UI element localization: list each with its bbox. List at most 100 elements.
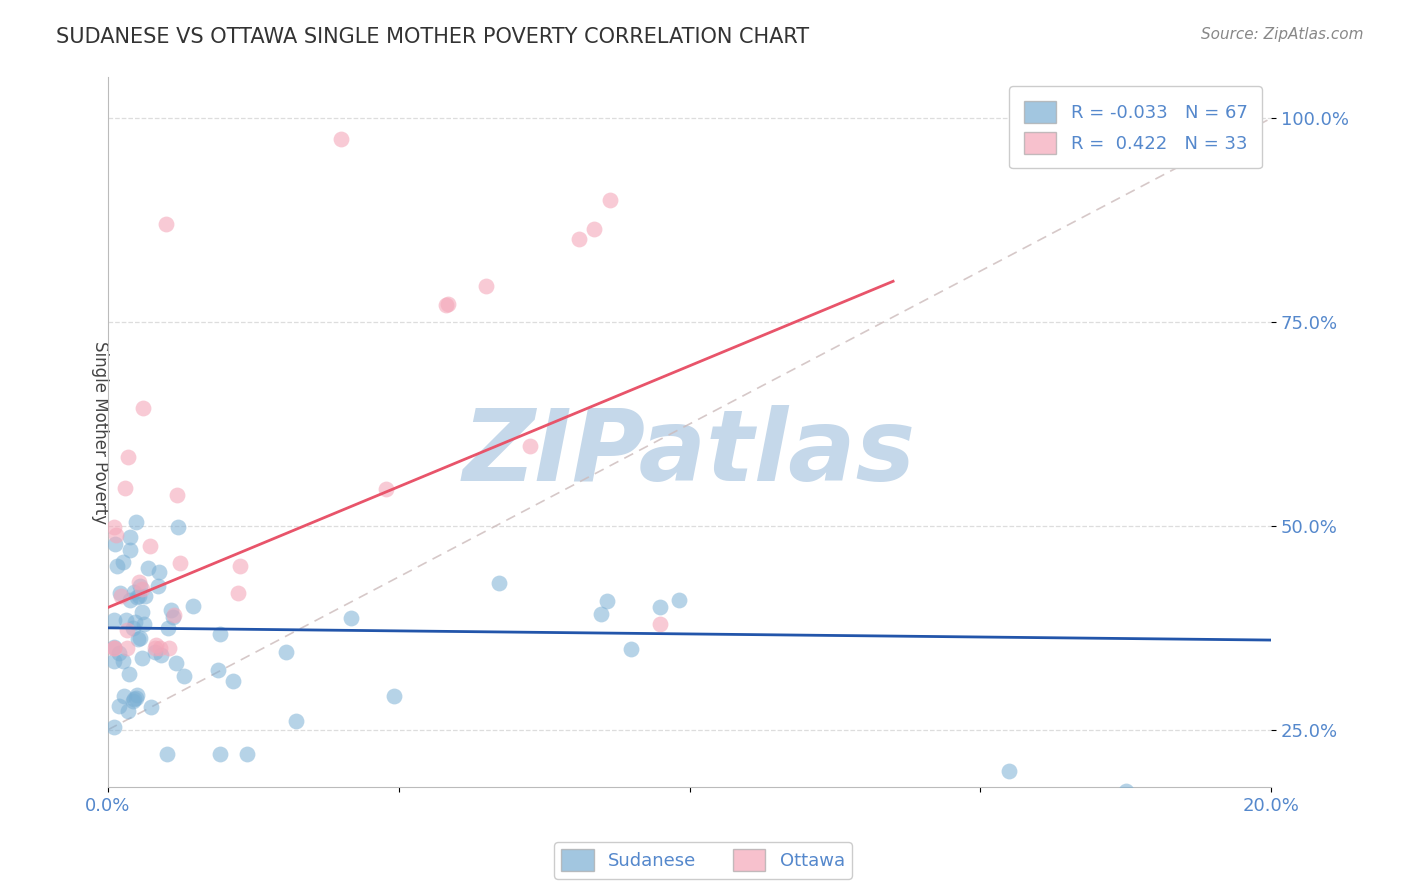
Point — [103, 654, 125, 668]
Point — [208, 627, 231, 641]
Point — [108, 698, 131, 713]
Point — [148, 566, 170, 580]
Point — [375, 482, 398, 496]
Point — [519, 439, 541, 453]
Point — [437, 297, 460, 311]
Point — [131, 651, 153, 665]
Point — [129, 631, 152, 645]
Point — [166, 488, 188, 502]
Point — [1115, 784, 1137, 798]
Point — [108, 586, 131, 600]
Point — [122, 585, 145, 599]
Point — [124, 615, 146, 630]
Point — [132, 616, 155, 631]
Point — [110, 589, 132, 603]
Point — [599, 193, 621, 207]
Point — [139, 700, 162, 714]
Point — [125, 688, 148, 702]
Point — [132, 401, 155, 415]
Point — [104, 528, 127, 542]
Point — [434, 298, 457, 312]
Point — [285, 714, 308, 728]
Point — [596, 593, 619, 607]
Point — [115, 624, 138, 638]
Point — [329, 131, 352, 145]
Point — [208, 747, 231, 762]
Point — [125, 690, 148, 705]
Point — [149, 648, 172, 662]
Point — [129, 579, 152, 593]
Point — [103, 720, 125, 734]
Point — [167, 519, 190, 533]
Point — [121, 621, 143, 635]
Text: SUDANESE VS OTTAWA SINGLE MOTHER POVERTY CORRELATION CHART: SUDANESE VS OTTAWA SINGLE MOTHER POVERTY… — [56, 27, 810, 46]
Point — [567, 231, 589, 245]
Point — [131, 605, 153, 619]
Point — [103, 641, 125, 656]
Point — [131, 582, 153, 596]
Point — [136, 561, 159, 575]
Point — [582, 222, 605, 236]
Point — [114, 613, 136, 627]
Y-axis label: Single Mother Poverty: Single Mother Poverty — [91, 341, 110, 524]
Point — [668, 593, 690, 607]
Point — [162, 608, 184, 623]
Point — [165, 657, 187, 671]
Point — [274, 645, 297, 659]
Point — [117, 450, 139, 465]
Point — [162, 610, 184, 624]
Point — [998, 764, 1021, 778]
Point — [382, 689, 405, 703]
Point — [181, 599, 204, 613]
Point — [169, 556, 191, 570]
Point — [340, 610, 363, 624]
Point — [128, 575, 150, 590]
Point — [650, 616, 672, 631]
Point — [103, 640, 125, 654]
Point — [105, 559, 128, 574]
Point — [149, 641, 172, 656]
Point — [111, 555, 134, 569]
Point — [236, 747, 259, 762]
Point — [125, 516, 148, 530]
Point — [103, 613, 125, 627]
Point — [650, 600, 672, 615]
Point — [134, 589, 156, 603]
Point — [111, 654, 134, 668]
Point — [173, 668, 195, 682]
Point — [488, 575, 510, 590]
Point — [156, 621, 179, 635]
Point — [620, 642, 643, 657]
Point — [589, 607, 612, 621]
Point — [143, 641, 166, 656]
Point — [122, 694, 145, 708]
Point — [117, 704, 139, 718]
Point — [138, 539, 160, 553]
Point — [114, 482, 136, 496]
Point — [475, 279, 498, 293]
Legend: R = -0.033   N = 67, R =  0.422   N = 33: R = -0.033 N = 67, R = 0.422 N = 33 — [1010, 87, 1263, 169]
Point — [160, 603, 183, 617]
Legend: Sudanese, Ottawa: Sudanese, Ottawa — [554, 842, 852, 879]
Point — [120, 529, 142, 543]
Text: ZIPatlas: ZIPatlas — [463, 405, 917, 502]
Point — [127, 632, 149, 646]
Point — [107, 646, 129, 660]
Point — [118, 592, 141, 607]
Point — [112, 690, 135, 704]
Point — [155, 217, 177, 231]
Point — [118, 543, 141, 558]
Point — [156, 747, 179, 762]
Point — [128, 589, 150, 603]
Point — [229, 559, 252, 574]
Point — [207, 663, 229, 677]
Point — [143, 645, 166, 659]
Point — [157, 641, 180, 656]
Point — [103, 641, 125, 656]
Point — [103, 519, 125, 533]
Point — [145, 638, 167, 652]
Point — [221, 673, 243, 688]
Point — [117, 641, 139, 656]
Text: Source: ZipAtlas.com: Source: ZipAtlas.com — [1201, 27, 1364, 42]
Point — [146, 579, 169, 593]
